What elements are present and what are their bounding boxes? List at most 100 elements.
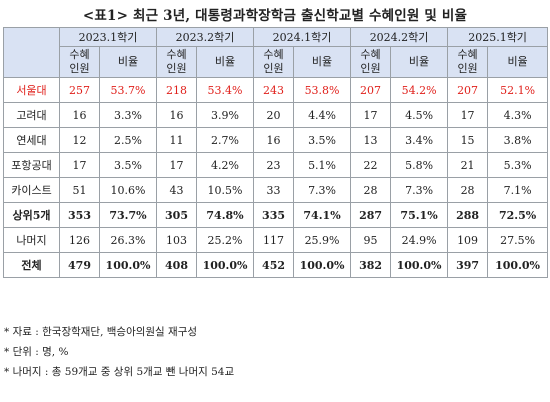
count-cell: 23 (253, 152, 295, 178)
ratio-cell: 5.3% (487, 152, 549, 178)
table-title: <표1> 최근 3년, 대통령과학장학금 출신학교별 수혜인원 및 비율 (82, 8, 468, 24)
ratio-cell: 100.0% (487, 252, 549, 278)
count-cell: 109 (447, 227, 489, 253)
count-cell: 117 (253, 227, 295, 253)
ratio-cell: 4.3% (487, 102, 549, 128)
count-subheader: 수혜 인원 (156, 46, 198, 78)
count-cell: 288 (447, 202, 489, 228)
ratio-cell: 3.4% (390, 127, 449, 153)
notes: * 자료 : 한국장학재단, 백승아의원실 재구성 * 단위 : 명, % * … (4, 322, 234, 382)
count-cell: 28 (350, 177, 392, 203)
ratio-cell: 100.0% (293, 252, 352, 278)
ratio-cell: 100.0% (196, 252, 255, 278)
row-label: 상위5개 (3, 202, 60, 228)
count-cell: 95 (350, 227, 392, 253)
ratio-cell: 7.3% (390, 177, 449, 203)
note-source: * 자료 : 한국장학재단, 백승아의원실 재구성 (4, 326, 198, 338)
count-subheader: 수혜 인원 (253, 46, 295, 78)
ratio-subheader: 비율 (487, 46, 549, 78)
count-cell: 33 (253, 177, 295, 203)
table-row: 나머지 126 26.3% 103 25.2% 117 25.9% 95 24.9% 109 27.… (3, 227, 549, 253)
count-cell: 257 (59, 77, 100, 103)
count-cell: 43 (156, 177, 198, 203)
semester-header: 2023.2학기 (156, 27, 255, 47)
semester-header: 2024.2학기 (350, 27, 449, 47)
ratio-cell: 74.8% (196, 202, 255, 228)
count-cell: 287 (350, 202, 392, 228)
ratio-cell: 52.1% (487, 77, 549, 103)
row-label: 카이스트 (3, 177, 60, 203)
ratio-cell: 100.0% (98, 252, 158, 278)
ratio-cell: 3.8% (487, 127, 549, 153)
ratio-cell: 73.7% (98, 202, 158, 228)
count-cell: 16 (156, 102, 198, 128)
ratio-cell: 7.3% (293, 177, 352, 203)
count-cell: 382 (350, 252, 392, 278)
ratio-subheader: 비율 (98, 46, 158, 78)
count-cell: 22 (350, 152, 392, 178)
count-cell: 103 (156, 227, 198, 253)
count-cell: 13 (350, 127, 392, 153)
count-cell: 479 (59, 252, 100, 278)
ratio-cell: 4.2% (196, 152, 255, 178)
ratio-cell: 74.1% (293, 202, 352, 228)
semester-header: 2024.1학기 (253, 27, 352, 47)
ratio-cell: 10.6% (98, 177, 158, 203)
count-cell: 207 (350, 77, 392, 103)
ratio-cell: 2.5% (98, 127, 158, 153)
ratio-cell: 7.1% (487, 177, 549, 203)
table-row: 연세대 12 2.5% 11 2.7% 16 3.5% 13 3.4% 15 3.8% (3, 127, 549, 153)
ratio-subheader: 비율 (293, 46, 352, 78)
count-cell: 16 (59, 102, 100, 128)
count-cell: 452 (253, 252, 295, 278)
ratio-cell: 53.8% (293, 77, 352, 103)
count-cell: 17 (156, 152, 198, 178)
corner-cell (3, 27, 60, 78)
ratio-cell: 3.5% (293, 127, 352, 153)
count-cell: 12 (59, 127, 100, 153)
ratio-cell: 4.5% (390, 102, 449, 128)
note-unit: * 단위 : 명, % (4, 346, 69, 358)
count-cell: 305 (156, 202, 198, 228)
ratio-cell: 5.1% (293, 152, 352, 178)
row-label: 전체 (3, 252, 60, 278)
ratio-cell: 24.9% (390, 227, 449, 253)
count-cell: 51 (59, 177, 100, 203)
ratio-cell: 25.9% (293, 227, 352, 253)
count-cell: 20 (253, 102, 295, 128)
count-cell: 408 (156, 252, 198, 278)
ratio-cell: 10.5% (196, 177, 255, 203)
semester-header: 2023.1학기 (58, 27, 158, 47)
semester-header-row: 2023.1학기 2023.2학기 2024.1학기 2024.2학기 2025.1학기 (3, 27, 549, 78)
ratio-cell: 72.5% (487, 202, 549, 228)
ratio-cell: 5.8% (390, 152, 449, 178)
count-cell: 16 (253, 127, 295, 153)
count-cell: 11 (156, 127, 198, 153)
table-row: 서울대 257 53.7% 218 53.4% 243 53.8% 207 54.2% 207 52… (3, 77, 549, 103)
ratio-cell: 2.7% (196, 127, 255, 153)
scholarship-table: 2023.1학기 2023.2학기 2024.1학기 2024.2학기 2025.1학기… (3, 27, 549, 278)
table-row: 포항공대 17 3.5% 17 4.2% 23 5.1% 22 5.8% 21 5.3% (3, 152, 549, 178)
count-cell: 17 (350, 102, 392, 128)
ratio-cell: 26.3% (98, 227, 158, 253)
row-label: 포항공대 (3, 152, 60, 178)
count-subheader: 수혜 인원 (447, 46, 489, 78)
ratio-cell: 3.9% (196, 102, 255, 128)
row-label: 나머지 (3, 227, 60, 253)
count-cell: 353 (59, 202, 100, 228)
ratio-cell: 53.7% (98, 77, 158, 103)
count-cell: 15 (447, 127, 489, 153)
row-label: 서울대 (3, 77, 60, 103)
ratio-cell: 100.0% (390, 252, 449, 278)
ratio-cell: 54.2% (390, 77, 449, 103)
row-label: 연세대 (3, 127, 60, 153)
ratio-cell: 27.5% (487, 227, 549, 253)
ratio-cell: 75.1% (390, 202, 449, 228)
count-cell: 17 (59, 152, 100, 178)
ratio-subheader: 비율 (196, 46, 255, 78)
count-cell: 17 (447, 102, 489, 128)
count-subheader: 수혜 인원 (59, 46, 100, 78)
table-row: 카이스트 51 10.6% 43 10.5% 33 7.3% 28 7.3% 28 7.1% (3, 177, 549, 203)
ratio-subheader: 비율 (390, 46, 449, 78)
count-subheader: 수혜 인원 (350, 46, 392, 78)
